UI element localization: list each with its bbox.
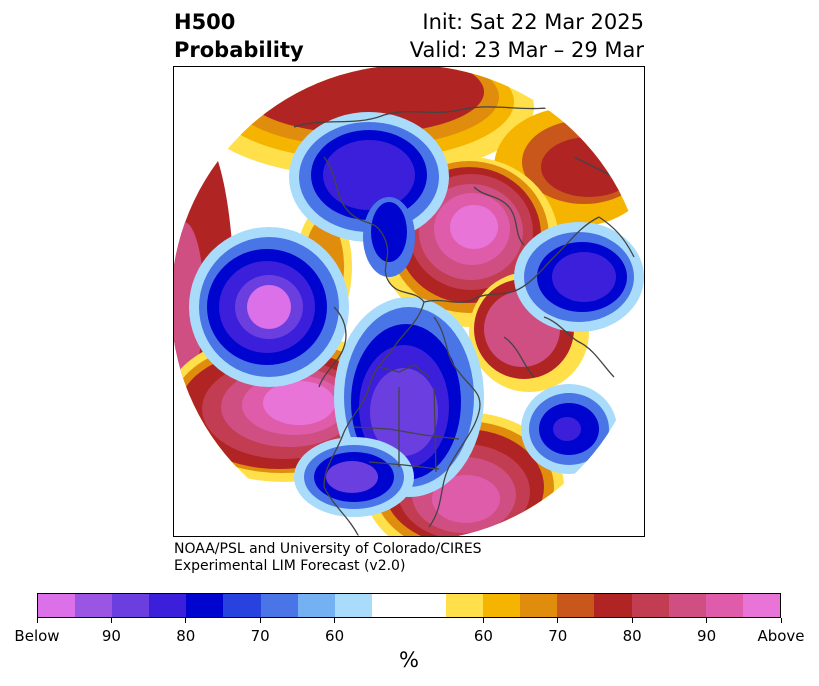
colorbar-tick-mark bbox=[36, 618, 38, 623]
product-type: Probability bbox=[174, 38, 304, 62]
colorbar-above-8 bbox=[742, 594, 780, 617]
colorbar-below-6 bbox=[260, 594, 298, 617]
colorbar-above-6 bbox=[668, 594, 706, 617]
colorbar-tick-mark bbox=[557, 618, 559, 623]
colorbar-tick-label: 90 bbox=[697, 627, 717, 645]
colorbar-tick-mark bbox=[706, 618, 708, 623]
colorbar-above-0 bbox=[446, 594, 484, 617]
colorbar-tick-label: 60 bbox=[473, 627, 493, 645]
colorbar-above-4 bbox=[594, 594, 632, 617]
colorbar-below-0 bbox=[38, 594, 76, 617]
colorbar-tick-label: 70 bbox=[250, 627, 270, 645]
init-date: Init: Sat 22 Mar 2025 bbox=[422, 10, 644, 34]
colorbar-tick-label: Below bbox=[14, 627, 60, 645]
colorbar-unit: % bbox=[399, 648, 419, 672]
forecast-map bbox=[173, 66, 645, 537]
colorbar-below-7 bbox=[297, 594, 335, 617]
probability-map-svg bbox=[174, 67, 644, 536]
colorbar-above-5 bbox=[631, 594, 669, 617]
colorbar-tick-mark bbox=[185, 618, 187, 623]
map-title-right: Init: Sat 22 Mar 2025 Valid: 23 Mar – 29… bbox=[410, 8, 644, 64]
colorbar-tick-mark bbox=[482, 618, 484, 623]
probability-colorbar bbox=[37, 593, 781, 618]
colorbar-tick-mark bbox=[259, 618, 261, 623]
colorbar-tick-label: 70 bbox=[548, 627, 568, 645]
colorbar-tick-mark bbox=[110, 618, 112, 623]
colorbar-tick-label: 90 bbox=[101, 627, 121, 645]
colorbar-above-1 bbox=[483, 594, 521, 617]
colorbar-above-3 bbox=[557, 594, 595, 617]
credit-line-1: NOAA/PSL and University of Colorado/CIRE… bbox=[174, 541, 482, 557]
colorbar-tick-label: Above bbox=[757, 627, 805, 645]
colorbar-above-2 bbox=[520, 594, 558, 617]
colorbar-above-7 bbox=[705, 594, 743, 617]
colorbar-tick-label: 80 bbox=[622, 627, 642, 645]
credit-line-2: Experimental LIM Forecast (v2.0) bbox=[174, 558, 406, 574]
credit-text: NOAA/PSL and University of Colorado/CIRE… bbox=[174, 541, 482, 575]
colorbar-below-8 bbox=[334, 594, 372, 617]
colorbar-below-1 bbox=[75, 594, 113, 617]
colorbar-tick-label: 60 bbox=[325, 627, 345, 645]
colorbar-below-2 bbox=[112, 594, 150, 617]
valid-range: Valid: 23 Mar – 29 Mar bbox=[409, 38, 644, 62]
colorbar-below-3 bbox=[149, 594, 187, 617]
map-title-left: H500 Probability bbox=[174, 8, 304, 64]
colorbar-below-5 bbox=[223, 594, 261, 617]
colorbar-below-4 bbox=[186, 594, 224, 617]
colorbar-tick-mark bbox=[631, 618, 633, 623]
colorbar-neutral bbox=[371, 594, 447, 617]
variable-name: H500 bbox=[174, 10, 236, 34]
colorbar-tick-mark bbox=[334, 618, 336, 623]
colorbar-tick-label: 80 bbox=[176, 627, 196, 645]
colorbar-tick-mark bbox=[780, 618, 782, 623]
